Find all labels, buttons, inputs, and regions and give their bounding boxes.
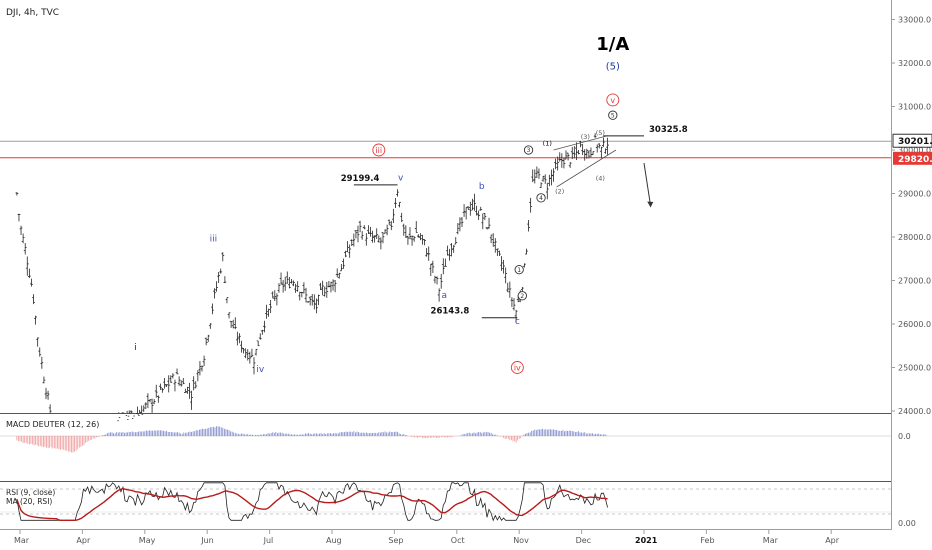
price-annotation-label: 30325.8 — [649, 125, 688, 135]
last-price-badge: 30201.6 — [892, 133, 932, 148]
wave-label: (1) — [543, 140, 552, 148]
time-tick-label: Sep — [388, 536, 403, 545]
rsi-ma-title[interactable]: MA (20, RSI) — [6, 497, 52, 506]
wave-labels: iiiiivvabc(5)1/A(1)(2)(3)(4)(5)iiiivv534… — [134, 34, 629, 375]
price-annotation-label: 26143.8 — [431, 307, 470, 317]
time-tick-label: Mar — [14, 536, 30, 545]
wave-label: a — [442, 291, 448, 301]
price-tick-label: 29000.0 — [898, 190, 931, 199]
circled-wave-marker — [517, 291, 527, 301]
wedge-lower-line[interactable] — [556, 149, 617, 188]
wave-label: (5) — [596, 129, 605, 137]
rsi-ma-line — [16, 487, 608, 521]
time-tick-label: Feb — [700, 536, 714, 545]
circled-wave-label: 3 — [527, 147, 531, 154]
price-bars — [15, 133, 609, 422]
time-tick-label: Apr — [76, 536, 91, 545]
wave-label: iii — [210, 234, 218, 244]
macd-title[interactable]: MACD DEUTER (12, 26) — [6, 420, 99, 429]
price-tick-label: 25000.0 — [898, 364, 931, 373]
symbol-title[interactable]: DJI, 4h, TVC — [6, 8, 59, 18]
time-tick-label: May — [139, 536, 156, 545]
rsi-line — [16, 482, 608, 522]
circled-wave-marker — [536, 193, 546, 203]
wave-label: (3) — [581, 133, 590, 141]
circled-wave-label: iii — [375, 146, 382, 155]
price-tick-label: 28000.0 — [898, 233, 931, 242]
price-tick-label: 32000.0 — [898, 59, 931, 68]
time-tick-label: Nov — [513, 536, 529, 545]
wave-label: i — [134, 343, 137, 353]
wave-label: b — [479, 182, 485, 192]
wave-label: (5) — [606, 62, 620, 73]
circled-wave-label: 4 — [539, 195, 543, 202]
time-tick-label: Oct — [451, 536, 465, 545]
time-tick-label: Dec — [576, 536, 591, 545]
wedge-upper-line[interactable] — [553, 135, 608, 151]
price-axis[interactable]: 33000.0 32000.0 31000.0 30000.0 29000.0 28000… — [891, 16, 931, 417]
time-axis[interactable]: Mar Apr May Jun Jul Aug Sep Oct Nov Dec 2021 Feb Mar… — [14, 530, 840, 545]
last-price-badge-bg — [892, 133, 932, 148]
wave-label: c — [515, 317, 520, 327]
wave-label: v — [398, 173, 404, 183]
circled-wave-marker — [608, 110, 618, 120]
level-price-badge: 29820.8 — [893, 151, 932, 165]
forecast-arrow-line[interactable] — [643, 162, 651, 204]
circled-wave-marker — [523, 145, 534, 155]
circled-wave-marker — [372, 143, 386, 157]
time-tick-label: Mar — [763, 536, 779, 545]
price-tick-label: 30000.0 — [898, 146, 931, 155]
price-tick-label: 24000.0 — [898, 407, 931, 416]
circled-wave-label: 2 — [520, 293, 524, 300]
level-price-badge-bg — [893, 151, 932, 165]
time-tick-label: Jun — [200, 536, 214, 545]
price-tick-label: 27000.0 — [898, 277, 931, 286]
circled-wave-label: iv — [514, 364, 521, 373]
wave-label: iv — [256, 365, 265, 375]
ending-diagonal-wedge[interactable] — [553, 135, 617, 188]
forecast-arrow-head-icon — [647, 201, 654, 208]
price-tick-label: 31000.0 — [898, 103, 931, 112]
circled-wave-marker — [514, 264, 524, 275]
wave-degree-title: 1/A — [596, 34, 629, 55]
price-tick-label: 33000.0 — [898, 16, 931, 25]
macd-zero-tick: 0.0 — [898, 432, 911, 441]
circled-wave-label: v — [610, 96, 615, 105]
circled-wave-label: 5 — [611, 112, 615, 119]
circled-wave-label: 1 — [517, 267, 521, 274]
wave-label: (2) — [555, 188, 564, 196]
rsi-title[interactable]: RSI (9, close) — [6, 488, 55, 497]
price-annotation-label: 29199.4 — [341, 174, 380, 184]
circled-wave-marker — [606, 93, 620, 107]
level-price-label: 29820.8 — [898, 155, 932, 165]
price-annotations: 29199.4 26143.8 30325.8 — [341, 125, 688, 319]
time-tick-label: Jul — [263, 536, 274, 545]
rsi-zero-tick: 0.00 — [898, 519, 916, 528]
macd-histogram — [0, 426, 891, 453]
circled-wave-marker — [510, 361, 524, 374]
time-tick-label: 2021 — [635, 536, 658, 545]
wave-label: (4) — [596, 174, 605, 182]
time-tick-label: Apr — [825, 536, 840, 545]
price-tick-label: 26000.0 — [898, 320, 931, 329]
last-price-label: 30201.6 — [898, 137, 932, 147]
time-tick-label: Aug — [326, 536, 342, 545]
